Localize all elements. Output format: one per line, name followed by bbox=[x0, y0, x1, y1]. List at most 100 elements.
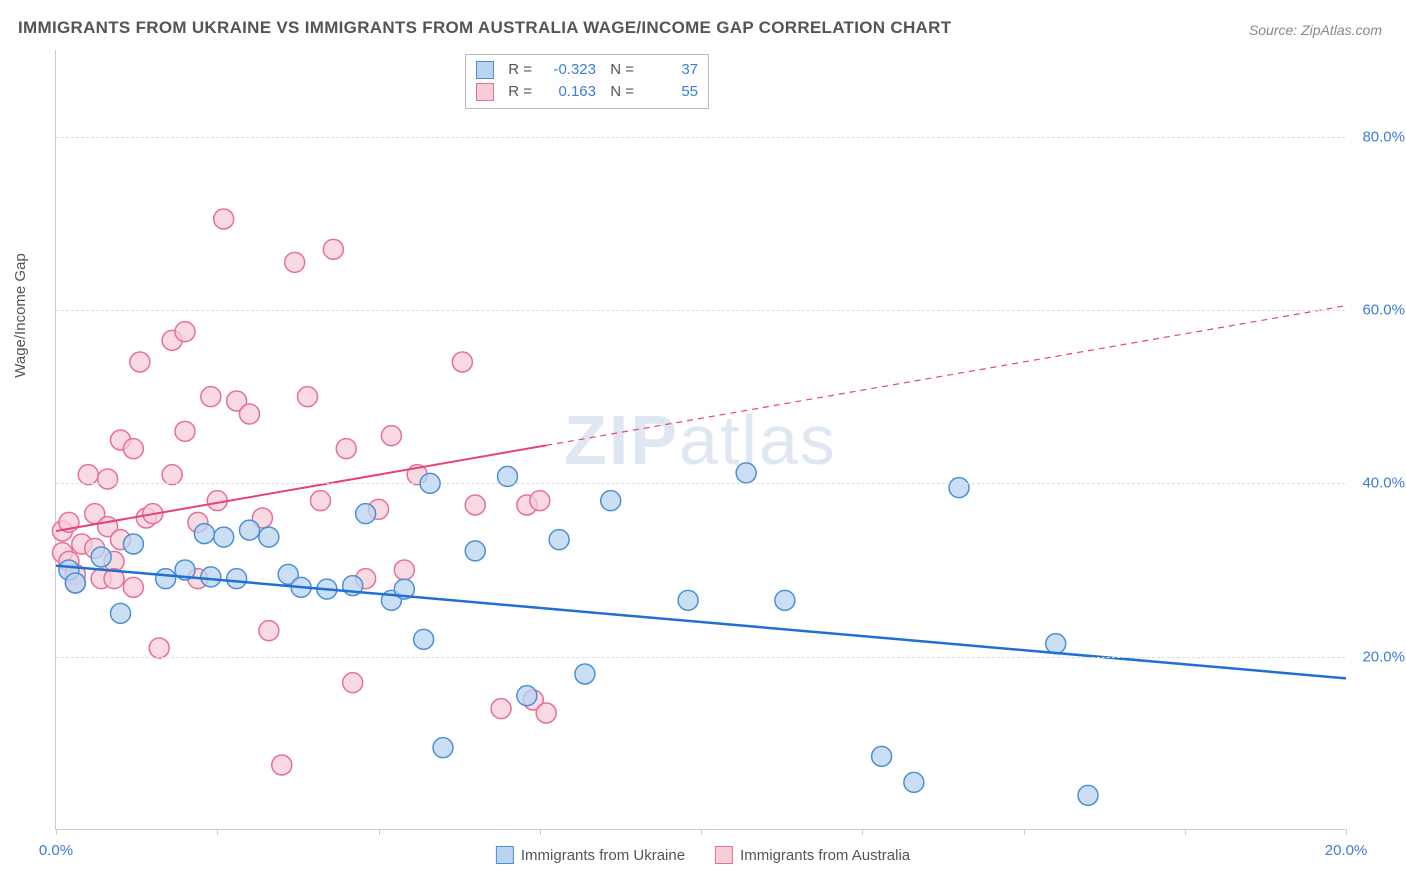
scatter-chart bbox=[56, 50, 1346, 830]
data-point bbox=[123, 577, 143, 597]
data-point bbox=[381, 426, 401, 446]
data-point bbox=[678, 590, 698, 610]
data-point bbox=[336, 439, 356, 459]
chart-title: IMMIGRANTS FROM UKRAINE VS IMMIGRANTS FR… bbox=[18, 18, 951, 38]
r-label: R = bbox=[502, 81, 532, 103]
data-point bbox=[949, 478, 969, 498]
data-point bbox=[272, 755, 292, 775]
data-point bbox=[98, 469, 118, 489]
data-point bbox=[214, 209, 234, 229]
data-point bbox=[491, 699, 511, 719]
x-tick bbox=[56, 829, 57, 835]
data-point bbox=[310, 491, 330, 511]
r-value-ukraine: -0.323 bbox=[540, 59, 596, 81]
r-label: R = bbox=[502, 59, 532, 81]
data-point bbox=[736, 463, 756, 483]
gridline bbox=[56, 483, 1345, 484]
legend-item-ukraine: Immigrants from Ukraine bbox=[496, 846, 685, 864]
swatch-australia bbox=[476, 83, 494, 101]
legend-label-australia: Immigrants from Australia bbox=[740, 847, 910, 864]
n-value-ukraine: 37 bbox=[642, 59, 698, 81]
stats-row-australia: R = 0.163 N = 55 bbox=[476, 81, 698, 103]
swatch-australia-bottom bbox=[715, 846, 733, 864]
data-point bbox=[227, 569, 247, 589]
data-point bbox=[259, 527, 279, 547]
trend-line bbox=[56, 566, 1346, 679]
bottom-legend: Immigrants from Ukraine Immigrants from … bbox=[496, 846, 910, 864]
x-tick bbox=[540, 829, 541, 835]
data-point bbox=[194, 524, 214, 544]
y-tick-label: 40.0% bbox=[1355, 475, 1405, 492]
data-point bbox=[433, 738, 453, 758]
trend-line-extrapolated bbox=[546, 306, 1346, 446]
x-tick bbox=[701, 829, 702, 835]
data-point bbox=[465, 541, 485, 561]
data-point bbox=[323, 239, 343, 259]
data-point bbox=[1046, 634, 1066, 654]
data-point bbox=[240, 520, 260, 540]
n-label: N = bbox=[604, 59, 634, 81]
data-point bbox=[601, 491, 621, 511]
data-point bbox=[549, 530, 569, 550]
data-point bbox=[78, 465, 98, 485]
n-label: N = bbox=[604, 81, 634, 103]
data-point bbox=[575, 664, 595, 684]
swatch-ukraine bbox=[476, 61, 494, 79]
data-point bbox=[298, 387, 318, 407]
source-citation: Source: ZipAtlas.com bbox=[1249, 22, 1382, 38]
data-point bbox=[465, 495, 485, 515]
data-point bbox=[175, 322, 195, 342]
data-point bbox=[123, 439, 143, 459]
gridline bbox=[56, 310, 1345, 311]
stats-legend-box: R = -0.323 N = 37 R = 0.163 N = 55 bbox=[465, 54, 709, 109]
y-axis-label: Wage/Income Gap bbox=[12, 253, 29, 378]
data-point bbox=[162, 465, 182, 485]
x-tick bbox=[379, 829, 380, 835]
data-point bbox=[904, 772, 924, 792]
n-value-australia: 55 bbox=[642, 81, 698, 103]
data-point bbox=[394, 560, 414, 580]
data-point bbox=[452, 352, 472, 372]
data-point bbox=[91, 547, 111, 567]
x-tick bbox=[1185, 829, 1186, 835]
data-point bbox=[240, 404, 260, 424]
data-point bbox=[201, 387, 221, 407]
x-tick-label: 20.0% bbox=[1325, 842, 1368, 859]
x-tick-label: 0.0% bbox=[39, 842, 73, 859]
data-point bbox=[259, 621, 279, 641]
y-tick-label: 80.0% bbox=[1355, 128, 1405, 145]
data-point bbox=[111, 603, 131, 623]
swatch-ukraine-bottom bbox=[496, 846, 514, 864]
data-point bbox=[872, 746, 892, 766]
y-tick-label: 60.0% bbox=[1355, 302, 1405, 319]
x-tick bbox=[217, 829, 218, 835]
gridline bbox=[56, 657, 1345, 658]
data-point bbox=[536, 703, 556, 723]
stats-row-ukraine: R = -0.323 N = 37 bbox=[476, 59, 698, 81]
data-point bbox=[65, 573, 85, 593]
data-point bbox=[530, 491, 550, 511]
data-point bbox=[123, 534, 143, 554]
x-tick bbox=[862, 829, 863, 835]
data-point bbox=[517, 686, 537, 706]
data-point bbox=[343, 673, 363, 693]
data-point bbox=[149, 638, 169, 658]
r-value-australia: 0.163 bbox=[540, 81, 596, 103]
y-tick-label: 20.0% bbox=[1355, 648, 1405, 665]
data-point bbox=[130, 352, 150, 372]
data-point bbox=[414, 629, 434, 649]
data-point bbox=[214, 527, 234, 547]
data-point bbox=[175, 421, 195, 441]
data-point bbox=[156, 569, 176, 589]
data-point bbox=[285, 252, 305, 272]
data-point bbox=[1078, 785, 1098, 805]
legend-item-australia: Immigrants from Australia bbox=[715, 846, 910, 864]
legend-label-ukraine: Immigrants from Ukraine bbox=[521, 847, 685, 864]
x-tick bbox=[1024, 829, 1025, 835]
gridline bbox=[56, 137, 1345, 138]
data-point bbox=[775, 590, 795, 610]
plot-area: ZIPatlas 20.0%40.0%60.0%80.0%0.0%20.0% bbox=[55, 50, 1345, 830]
data-point bbox=[201, 567, 221, 587]
x-tick bbox=[1346, 829, 1347, 835]
data-point bbox=[356, 504, 376, 524]
